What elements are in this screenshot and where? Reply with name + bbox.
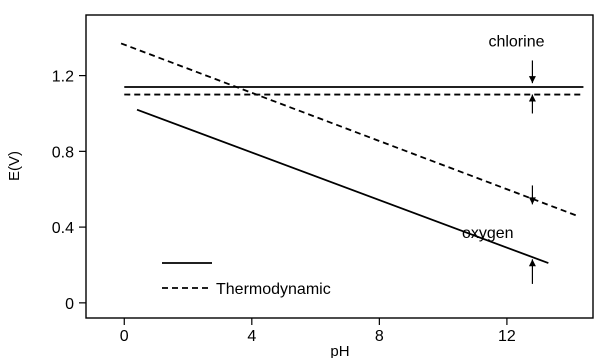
x-tick-label: 8 [375, 328, 384, 345]
y-tick-label: 0.8 [52, 144, 74, 161]
annotation-label: chlorine [488, 34, 544, 51]
series-line-solid [136, 108, 549, 264]
axis-ticks: 0 4 8 12 0 0.4 0.8 1.2 [52, 69, 516, 345]
legend-label: Thermodynamic [216, 281, 331, 298]
y-tick-label: 1.2 [52, 69, 74, 86]
legend: Thermodynamic [162, 262, 331, 298]
x-tick-label: 0 [120, 328, 129, 345]
arrow-head [528, 197, 536, 205]
x-axis-label: pH [330, 343, 349, 358]
annotation-group: chlorine oxygen [462, 34, 545, 242]
annotation-label: oxygen [462, 225, 514, 242]
arrow-head [528, 94, 536, 102]
series-line-dashed [120, 42, 578, 217]
x-tick-label: 4 [247, 328, 256, 345]
arrow-group [528, 60, 536, 284]
arrow-head [528, 76, 536, 84]
y-axis-label: E(V) [6, 151, 23, 181]
plot-frame [85, 14, 594, 319]
x-tick-label: 12 [498, 328, 516, 345]
arrow-head [528, 259, 536, 267]
series-group [120, 42, 584, 264]
y-tick-label: 0.4 [52, 220, 74, 237]
y-tick-label: 0 [65, 296, 74, 313]
